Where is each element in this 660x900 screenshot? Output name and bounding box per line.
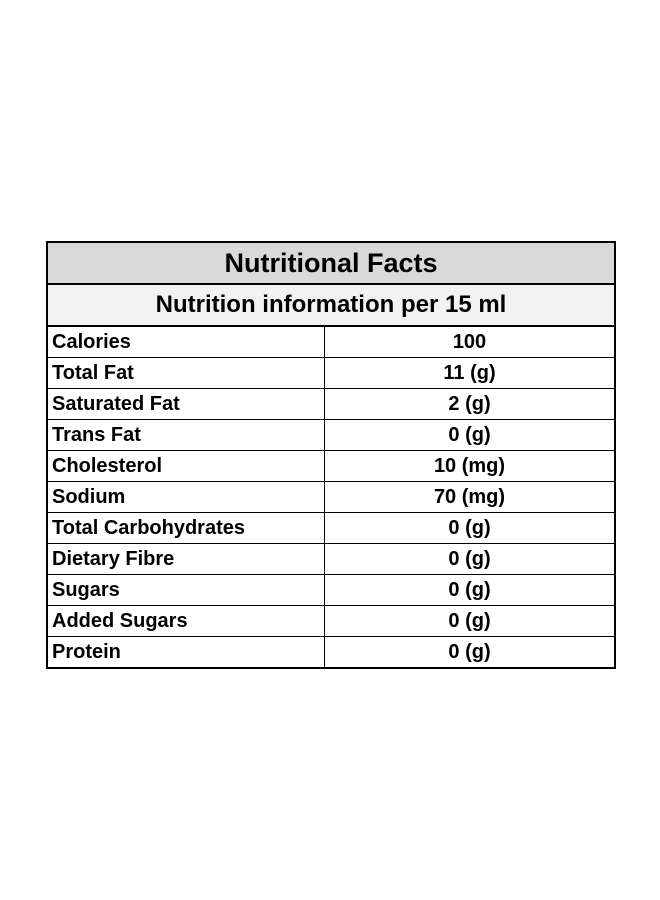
nutrient-amount: 11 (g) <box>443 362 496 384</box>
table-row: Cholesterol 10 (mg) <box>48 450 614 481</box>
table-row: Saturated Fat 2 (g) <box>48 388 614 419</box>
table-title: Nutritional Facts <box>48 243 614 285</box>
nutrient-name: Dietary Fibre <box>48 544 325 574</box>
table-subtitle: Nutrition information per 15 ml <box>48 285 614 327</box>
table-row: Calories 100 <box>48 327 614 357</box>
nutrition-table: Nutritional Facts Nutrition information … <box>46 241 616 669</box>
nutrient-name: Total Carbohydrates <box>48 513 325 543</box>
nutrient-name: Calories <box>48 327 325 357</box>
nutrient-amount: 0 (g) <box>448 641 491 663</box>
nutrient-name: Trans Fat <box>48 420 325 450</box>
nutrient-amount: 0 (g) <box>448 579 491 601</box>
nutrient-amount: 70 (mg) <box>433 486 506 508</box>
nutrient-name: Added Sugars <box>48 606 325 636</box>
table-body: Calories 100 Total Fat 11 (g) Saturated Fat 2… <box>48 327 614 667</box>
table-row: Protein 0 (g) <box>48 636 614 667</box>
nutrient-name: Sugars <box>48 575 325 605</box>
nutrient-name: Total Fat <box>48 358 325 388</box>
nutrient-amount: 0 (g) <box>448 548 491 570</box>
nutrient-amount: 10 (mg) <box>433 455 506 477</box>
nutrient-name: Sodium <box>48 482 325 512</box>
nutrient-amount: 0 (g) <box>448 424 491 446</box>
nutrient-amount: 0 (g) <box>448 517 491 539</box>
nutrient-name: Cholesterol <box>48 451 325 481</box>
nutrient-name: Saturated Fat <box>48 389 325 419</box>
table-row: Dietary Fibre 0 (g) <box>48 543 614 574</box>
table-row: Total Fat 11 (g) <box>48 357 614 388</box>
table-row: Sodium 70 (mg) <box>48 481 614 512</box>
nutrient-amount: 0 (g) <box>448 610 491 632</box>
table-row: Sugars 0 (g) <box>48 574 614 605</box>
nutrient-amount: 2 (g) <box>448 393 491 415</box>
table-row: Trans Fat 0 (g) <box>48 419 614 450</box>
table-row: Total Carbohydrates 0 (g) <box>48 512 614 543</box>
table-row: Added Sugars 0 (g) <box>48 605 614 636</box>
nutrient-name: Protein <box>48 637 325 667</box>
nutrient-amount: 100 <box>452 331 487 353</box>
